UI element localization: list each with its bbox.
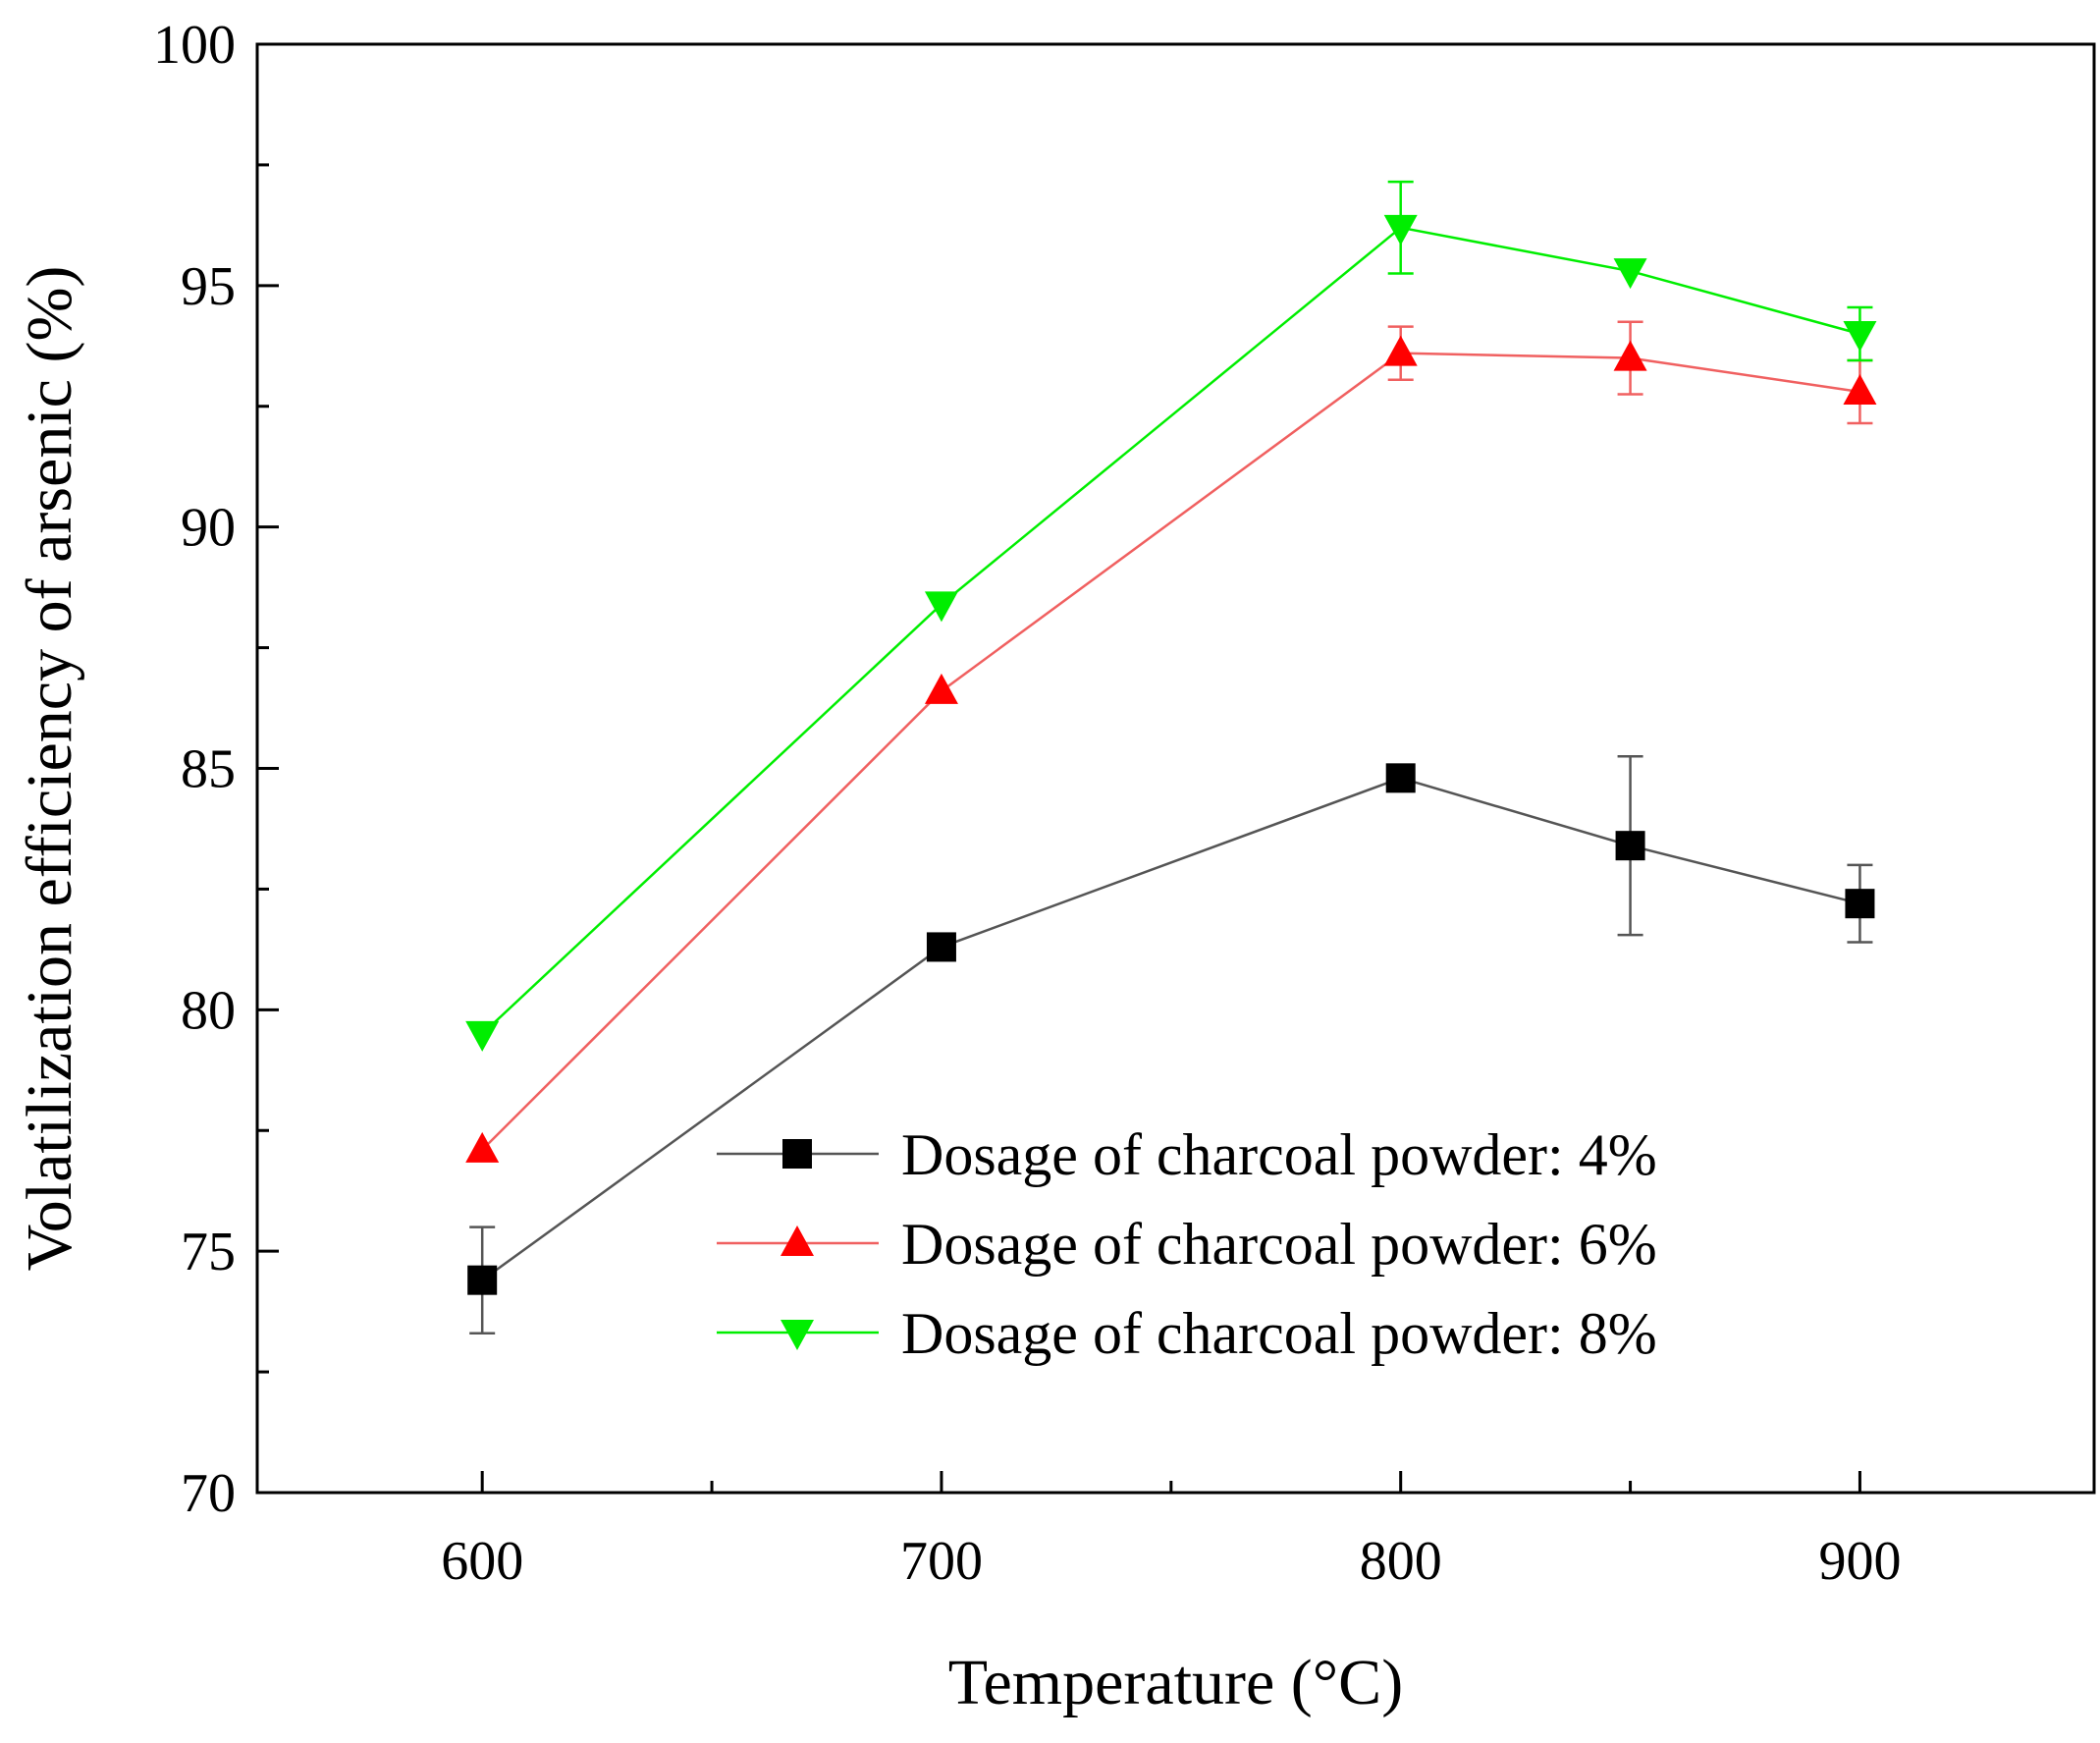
- data-point: [1613, 258, 1647, 290]
- x-tick-label: 800: [1360, 1531, 1442, 1592]
- x-axis: 600 700 800 900: [441, 1471, 1901, 1592]
- legend-label: Dosage of charcoal powder: 6%: [901, 1212, 1657, 1277]
- x-tick-label: 600: [441, 1531, 523, 1592]
- data-point: [1613, 340, 1647, 371]
- legend-label: Dosage of charcoal powder: 4%: [901, 1122, 1657, 1187]
- data-point: [1385, 763, 1416, 793]
- legend-item-2: Dosage of charcoal powder: 6%: [717, 1212, 1657, 1277]
- data-point: [1843, 321, 1877, 352]
- legend-item-1: Dosage of charcoal powder: 4%: [717, 1122, 1657, 1187]
- legend-label: Dosage of charcoal powder: 8%: [901, 1301, 1657, 1366]
- legend-marker: [782, 1139, 812, 1169]
- plot-area: [465, 180, 1877, 1334]
- y-tick-label: 100: [153, 15, 236, 76]
- y-tick-label: 70: [181, 1463, 236, 1524]
- x-axis-title: Temperature (°C): [948, 1647, 1403, 1718]
- y-tick-label: 80: [181, 980, 236, 1041]
- data-point: [1383, 335, 1418, 366]
- data-point: [926, 932, 956, 962]
- legend: Dosage of charcoal powder: 4% Dosage of c…: [717, 1122, 1657, 1366]
- legend-item-3: Dosage of charcoal powder: 8%: [717, 1301, 1657, 1366]
- data-point: [1615, 831, 1645, 861]
- data-point: [1383, 214, 1418, 245]
- legend-marker: [781, 1320, 814, 1350]
- y-axis: 70 75 80 85 90 95 100: [153, 15, 279, 1524]
- y-tick-label: 85: [181, 739, 236, 800]
- data-point: [924, 673, 958, 704]
- y-tick-label: 75: [181, 1222, 236, 1282]
- legend-marker: [781, 1226, 814, 1256]
- data-point: [924, 591, 958, 623]
- x-tick-label: 900: [1818, 1531, 1901, 1592]
- x-tick-label: 700: [900, 1531, 983, 1592]
- y-tick-label: 95: [181, 256, 236, 317]
- data-point: [1843, 374, 1877, 405]
- data-point: [465, 1020, 500, 1052]
- data-point: [465, 1131, 500, 1163]
- y-axis-title: Volatilization efficiency of arsenic (%): [14, 266, 85, 1272]
- y-tick-label: 90: [181, 498, 236, 559]
- series-3: [465, 180, 1877, 1052]
- series-2: [465, 320, 1877, 1163]
- data-point: [467, 1265, 498, 1295]
- series-1: [467, 754, 1875, 1334]
- data-point: [1845, 889, 1875, 919]
